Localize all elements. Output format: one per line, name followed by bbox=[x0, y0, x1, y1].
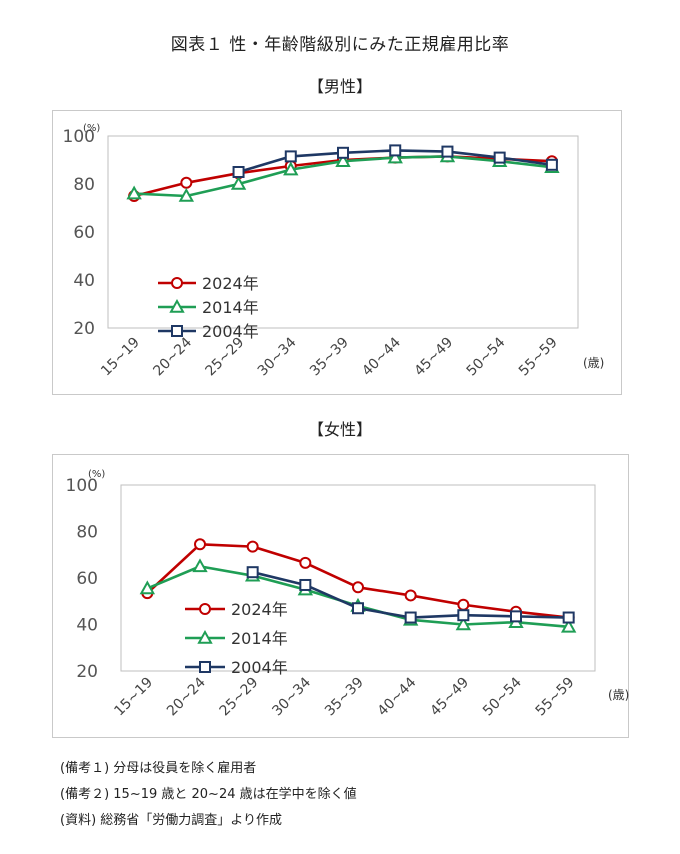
female-plot-area bbox=[120, 484, 596, 672]
female-x-tick-label: 55~59 bbox=[533, 675, 578, 720]
female-y-tick-label: 100 bbox=[66, 476, 98, 496]
female-legend-item: 2004年 bbox=[185, 658, 288, 677]
male-x-tick-label: 25~29 bbox=[203, 335, 248, 380]
male-y-tick-label: 40 bbox=[73, 271, 95, 291]
female-y-tick-label: 40 bbox=[76, 616, 98, 636]
female-x-tick-label: 25~29 bbox=[217, 675, 262, 720]
male-section-title: 【男性】 bbox=[307, 77, 372, 96]
female-data-point bbox=[192, 558, 208, 573]
male-data-point bbox=[284, 150, 297, 163]
female-x-tick-label: 50~54 bbox=[480, 674, 525, 719]
female-legend-marker bbox=[197, 629, 213, 644]
male-legend-marker bbox=[169, 298, 185, 313]
male-x-axis-unit: (歳) bbox=[583, 356, 604, 370]
female-data-point bbox=[510, 610, 522, 623]
male-legend-marker bbox=[171, 277, 183, 289]
male-data-point bbox=[545, 158, 558, 171]
male-data-point bbox=[493, 151, 506, 164]
male-legend-item: 2014年 bbox=[158, 298, 259, 317]
male-legend-item: 2024年 bbox=[158, 274, 259, 293]
female-legend-marker bbox=[199, 661, 211, 673]
male-y-axis-unit: (%) bbox=[83, 123, 100, 134]
female-y-tick-label: 20 bbox=[76, 662, 98, 682]
male-data-point bbox=[441, 145, 454, 158]
male-data-point bbox=[232, 166, 245, 178]
male-y-tick-label: 60 bbox=[73, 223, 95, 243]
female-x-tick-label: 15~19 bbox=[111, 675, 156, 720]
female-y-tick-label: 80 bbox=[76, 523, 98, 543]
female-data-point bbox=[455, 616, 472, 631]
female-data-point bbox=[457, 609, 470, 622]
male-data-point bbox=[335, 153, 351, 167]
male-y-tick-label: 100 bbox=[63, 127, 95, 147]
male-data-point bbox=[389, 144, 402, 157]
male-legend-label: 2024年 bbox=[202, 274, 259, 293]
female-data-point bbox=[404, 589, 417, 602]
male-x-tick-label: 55~59 bbox=[516, 335, 561, 380]
female-series-1 bbox=[139, 558, 577, 633]
female-data-point bbox=[139, 580, 156, 595]
male-x-tick-label: 30~34 bbox=[255, 334, 300, 379]
female-x-axis-unit: (歳) bbox=[608, 688, 629, 702]
note-denominator: (備考１) 分母は役員を除く雇用者 bbox=[60, 761, 257, 776]
male-data-point bbox=[283, 161, 299, 176]
male-x-tick-label: 45~49 bbox=[411, 335, 456, 380]
male-series-2 bbox=[232, 144, 558, 178]
female-legend-marker bbox=[199, 603, 211, 615]
figure-title: 図表１ 性・年齢階級別にみた正規雇用比率 bbox=[170, 35, 510, 55]
female-data-point bbox=[246, 566, 259, 579]
female-legend-label: 2024年 bbox=[231, 600, 288, 619]
female-chart-frame: 20 40 60 80 100 (%) 15~19 20~24 25~29 30~34 35~39 4… bbox=[52, 454, 629, 738]
female-x-tick-label: 40~44 bbox=[375, 674, 420, 719]
male-chart-frame: 20 40 60 80 100 (%) 15~19 20~24 25~29 30~34 35~39 4… bbox=[52, 110, 622, 395]
male-y-tick-label: 20 bbox=[73, 319, 95, 339]
female-x-tick-label: 30~34 bbox=[269, 674, 314, 719]
male-x-tick-label: 50~54 bbox=[464, 334, 509, 379]
female-x-tick-label: 45~49 bbox=[427, 675, 472, 720]
male-data-point bbox=[126, 185, 142, 200]
male-y-tick-label: 80 bbox=[73, 175, 95, 195]
female-data-point bbox=[246, 540, 259, 553]
female-data-point bbox=[352, 581, 364, 594]
male-legend-label: 2004年 bbox=[202, 322, 259, 341]
male-data-point bbox=[387, 149, 403, 164]
female-legend-label: 2014年 bbox=[231, 629, 288, 648]
female-data-point bbox=[194, 538, 206, 551]
male-data-point bbox=[230, 175, 247, 190]
female-x-tick-label: 35~39 bbox=[322, 675, 367, 720]
female-data-point bbox=[562, 611, 575, 624]
male-x-tick-label: 20~24 bbox=[150, 334, 195, 379]
female-data-point bbox=[457, 598, 470, 611]
female-data-point bbox=[299, 556, 312, 569]
female-data-point bbox=[404, 611, 417, 624]
male-x-tick-label: 15~19 bbox=[98, 335, 143, 380]
male-data-point bbox=[180, 176, 193, 189]
male-data-point bbox=[178, 187, 195, 202]
male-legend-item: 2004年 bbox=[158, 322, 259, 341]
female-data-point bbox=[352, 602, 364, 615]
female-x-tick-label: 20~24 bbox=[164, 674, 209, 719]
female-y-axis-unit: (%) bbox=[88, 469, 105, 480]
male-x-tick-label: 40~44 bbox=[359, 334, 404, 379]
female-data-point bbox=[560, 618, 577, 633]
male-legend-label: 2014年 bbox=[202, 298, 259, 317]
male-plot-area bbox=[107, 135, 579, 329]
female-y-tick-label: 60 bbox=[76, 569, 98, 589]
female-legend-item: 2014年 bbox=[185, 629, 288, 648]
female-section-title: 【女性】 bbox=[307, 420, 372, 439]
male-x-tick-label: 35~39 bbox=[307, 335, 352, 380]
female-legend-item: 2024年 bbox=[185, 600, 288, 619]
female-series-2 bbox=[246, 566, 575, 624]
note-source: (資料) 総務省「労働力調査」より作成 bbox=[60, 813, 283, 828]
female-legend-label: 2004年 bbox=[231, 658, 288, 677]
male-data-point bbox=[337, 146, 349, 159]
note-students: (備考２) 15~19 歳と 20~24 歳は在学中を除く値 bbox=[60, 787, 357, 802]
female-data-point bbox=[299, 578, 312, 591]
female-series-line bbox=[146, 565, 569, 629]
male-legend-marker bbox=[171, 325, 183, 337]
